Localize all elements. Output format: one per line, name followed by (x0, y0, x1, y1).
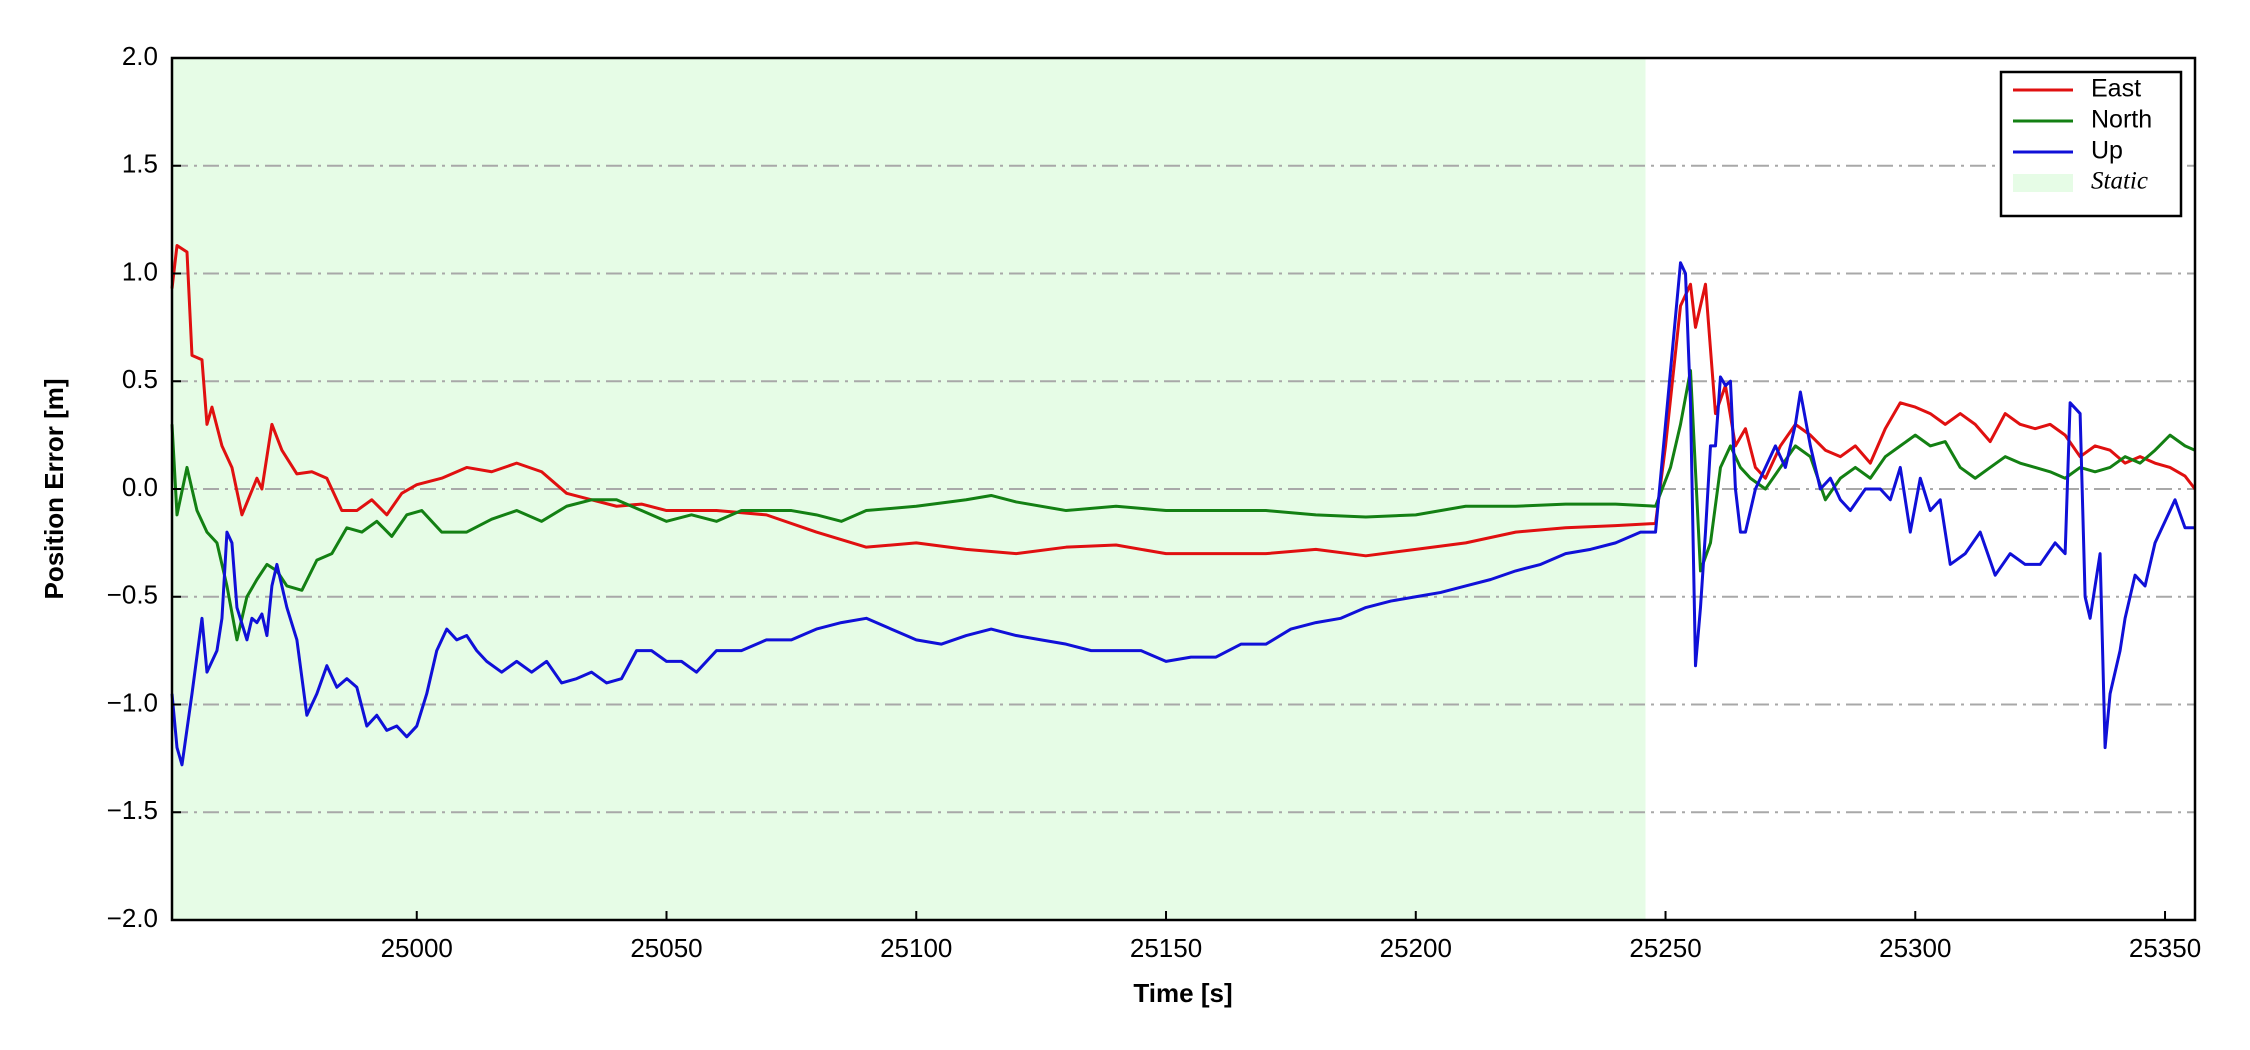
x-tick-label: 25200 (1380, 933, 1452, 963)
y-tick-label: 0.0 (122, 472, 158, 502)
legend-label: North (2091, 106, 2152, 134)
x-tick-label: 25250 (1629, 933, 1701, 963)
y-tick-label: 2.0 (122, 41, 158, 71)
y-tick-label: −1.0 (107, 687, 158, 717)
y-tick-label: 1.0 (122, 256, 158, 286)
x-tick-label: 25350 (2129, 933, 2201, 963)
legend-label: Static (2091, 168, 2148, 195)
series-line (170, 368, 2196, 642)
x-tick-label: 25150 (1130, 933, 1202, 963)
legend-label: East (2091, 75, 2141, 103)
series-line (170, 243, 2197, 558)
lines-layer (170, 243, 2197, 767)
x-tick-label: 25000 (381, 933, 453, 963)
plot-frame (170, 56, 2197, 922)
y-tick-label: −2.0 (107, 903, 158, 933)
x-tick-label: 25100 (880, 933, 952, 963)
x-axis-title: Time [s] (1133, 978, 1232, 1008)
y-axis-title: Position Error [m] (39, 378, 69, 599)
y-tick-label: 0.5 (122, 364, 158, 394)
y-tick-label: −1.5 (107, 795, 158, 825)
series-line (170, 261, 2195, 767)
x-tick-label: 25300 (1879, 933, 1951, 963)
x-tick-label: 25050 (630, 933, 702, 963)
legend-swatch (2013, 174, 2073, 192)
legend-label: Up (2091, 137, 2123, 165)
axes-layer: −2.0 −1.5 −1.0 −0.5 0.0 0.5 1.0 1.5 2.0 25000 2505… (107, 41, 2202, 963)
y-tick-label: −0.5 (107, 580, 158, 610)
legend: East North Up Static (1999, 70, 2183, 218)
y-tick-label: 1.5 (122, 149, 158, 179)
